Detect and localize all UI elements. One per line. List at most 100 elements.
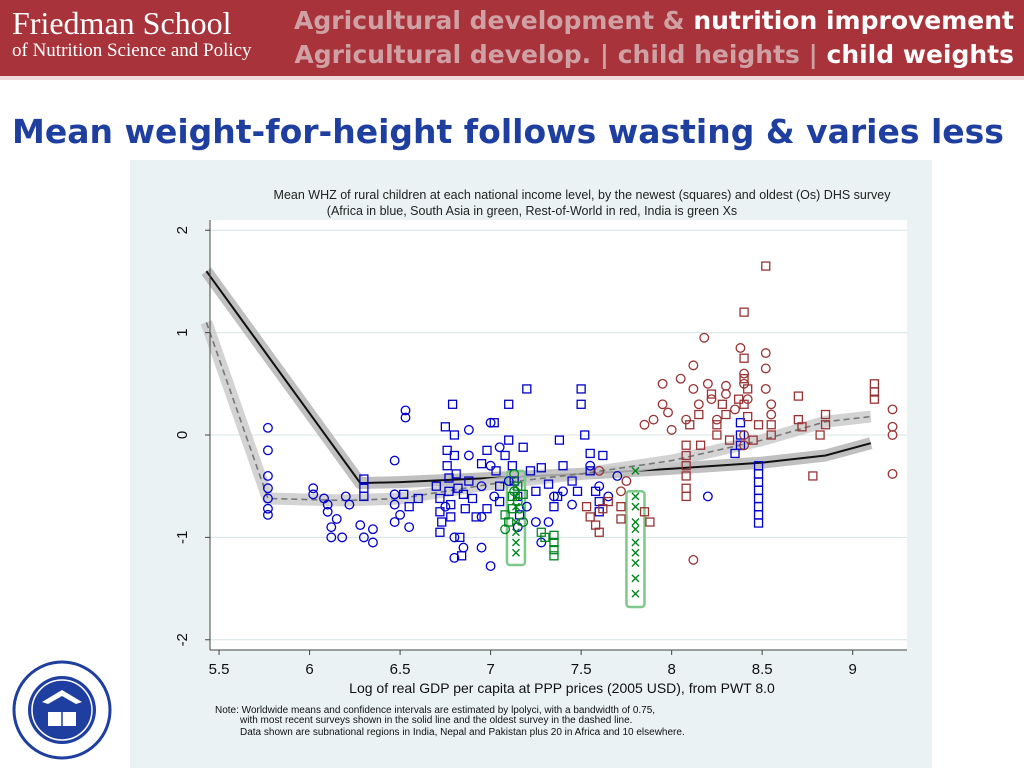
square-point [724,435,735,445]
india-highlight-box [625,490,646,609]
square-point [766,420,776,430]
x-point [631,502,640,511]
square-point [495,481,505,491]
square-point [449,450,460,461]
circle-point [326,532,337,543]
square-point [761,261,771,271]
nav-agricultural-development[interactable]: Agricultural development & [294,6,685,35]
square-point [504,435,514,445]
y-tick-label: 2 [174,226,191,234]
circle-point [666,424,677,435]
circle-point [509,468,520,479]
square-point [518,489,528,500]
x-tick-label: 8 [667,661,675,678]
square-point [721,409,731,420]
x-tick-label: 7.5 [571,661,592,678]
square-point [453,483,463,493]
square-point [594,527,604,537]
circle-point [463,424,474,435]
circle-point [358,532,369,543]
circle-point [675,373,686,384]
nav-line-2: Agricultural develop. | child heights | … [294,38,1014,72]
circle-point [337,532,348,543]
square-point [467,493,478,504]
square-point [444,486,454,496]
x-point [631,589,640,598]
square-point [431,481,441,491]
circle-point [693,399,704,410]
y-tick-label: -2 [174,633,191,646]
circle-point [262,493,273,504]
circle-point [612,471,623,481]
square-point [580,430,590,440]
circle-point [344,499,355,510]
circle-point [558,486,568,497]
circle-point [440,501,451,512]
circle-point [512,496,523,507]
circle-point [702,491,713,502]
circle-point [735,343,746,353]
x-point [511,548,520,557]
x-tick-label: 8.5 [752,661,773,678]
circle-point [603,491,614,502]
circle-point [543,517,554,527]
square-point [455,532,465,543]
x-point [631,525,640,534]
logo-line1: Friedman School [12,5,232,41]
square-point [706,389,717,399]
circle-point [702,378,713,389]
square-point [359,491,369,502]
square-point [585,448,595,459]
square-point [413,493,423,504]
square-point [476,459,487,469]
square-point [869,387,880,397]
square-point [447,399,458,409]
circle-point [262,471,273,481]
circle-point [389,499,400,510]
nav-nutrition-improvement[interactable]: nutrition improvement [693,6,1014,35]
circle-point [389,489,400,500]
nav-child-weights[interactable]: child weights [826,40,1015,69]
square-point [739,353,749,363]
circle-point [739,378,750,389]
square-point [458,489,469,500]
square-point [399,489,409,500]
circle-point [760,363,771,374]
circle-point [760,383,771,394]
square-point [739,374,749,384]
circle-point [766,399,777,410]
square-point [808,471,818,481]
x-point [631,538,640,547]
square-point [440,422,451,432]
x-point [511,482,520,491]
square-point [581,502,592,512]
x-tick-label: 7 [486,661,494,678]
square-point [712,420,722,430]
square-point [491,466,501,476]
note-line-2: with most recent surveys shown in the so… [239,715,632,726]
square-point [603,496,613,507]
square-point [525,466,536,476]
nav-agricultural-develop[interactable]: Agricultural develop. [294,40,592,69]
circle-point [567,499,578,510]
chart-title: Mean WHZ of rural children at each natio… [274,188,892,202]
square-point [694,409,704,420]
circle-point [458,542,469,553]
circle-point [657,399,668,410]
nav-child-heights[interactable]: child heights [617,40,800,69]
square-point [645,517,655,527]
note-line-3: Data shown are subnational regions in In… [240,727,685,738]
square-point [616,514,626,524]
circle-point [262,483,273,494]
square-point [437,517,447,527]
square-point [748,435,758,445]
x-axis-title: Log of real GDP per capita at PPP prices… [349,680,775,696]
circle-point [322,499,333,510]
circle-point [262,422,273,433]
y-tick-label: 0 [174,431,191,439]
circle-point [476,542,487,553]
circle-point [308,489,319,500]
x-tick-label: 9 [849,661,857,678]
school-logo[interactable]: Friedman School of Nutrition Science and… [12,6,252,62]
chart-subtitle: (Africa in blue, South Asia in green, Re… [327,204,737,218]
